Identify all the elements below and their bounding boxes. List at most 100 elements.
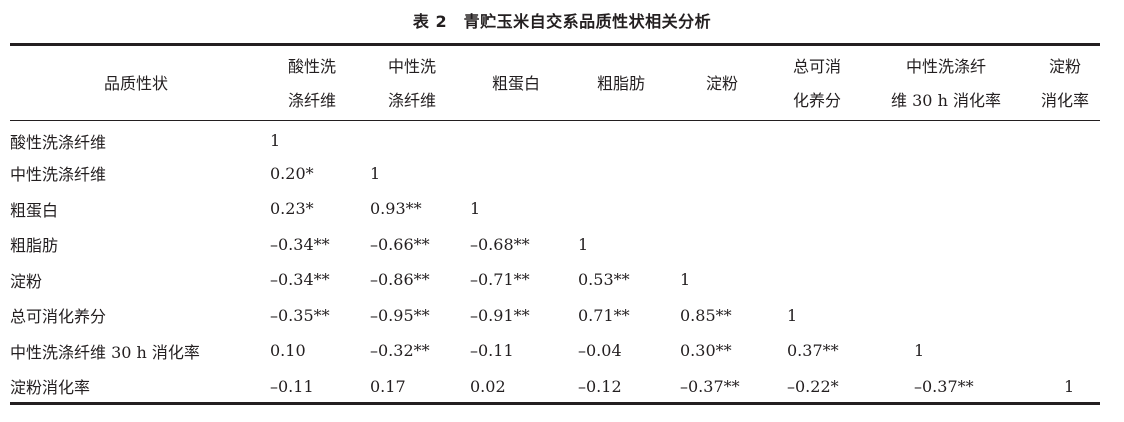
correlation-cell: 0.02 <box>470 376 506 396</box>
correlation-cell: 1 <box>370 163 381 183</box>
table-row: 淀粉 –0.34** –0.86** –0.71** 0.53** 1 <box>10 262 1100 298</box>
correlation-cell: –0.95** <box>370 305 430 325</box>
correlation-cell: 0.10 <box>270 341 306 361</box>
header-rule <box>10 120 1100 121</box>
correlation-cell: –0.11 <box>270 376 314 396</box>
correlation-cell <box>570 191 672 227</box>
correlation-cell: –0.11 <box>470 341 514 361</box>
column-header: 淀粉 <box>672 47 772 120</box>
correlation-cell: 0.17 <box>370 376 406 396</box>
table-row: 淀粉消化率 –0.11 0.17 0.02 –0.12 –0.37** –0.22* –0.3… <box>10 369 1100 405</box>
correlation-cell <box>862 156 1030 192</box>
correlation-cell <box>672 191 772 227</box>
correlation-cell <box>772 191 862 227</box>
correlation-cell <box>1030 191 1100 227</box>
header-row: 品质性状 酸性洗 涤纤维 中性洗 涤纤维 粗蛋白 粗脂肪 淀粉 总可消 化养分 中性洗涤纤维 30 … <box>10 47 1100 120</box>
correlation-cell: –0.91** <box>470 305 530 325</box>
correlation-cell <box>1030 156 1100 192</box>
row-label: 酸性洗涤纤维 <box>10 132 107 152</box>
table-row: 酸性洗涤纤维 1 <box>10 120 1100 156</box>
column-header-line1: 总可消 <box>792 56 841 76</box>
correlation-cell <box>362 120 462 156</box>
correlation-cell <box>1030 262 1100 298</box>
correlation-cell: –0.71** <box>470 270 530 290</box>
column-header-line1: 粗脂肪 <box>596 73 645 93</box>
correlation-cell: 0.23* <box>270 199 314 219</box>
correlation-cell: 0.53** <box>578 270 630 290</box>
top-rule <box>10 43 1100 46</box>
correlation-cell: 1 <box>578 234 589 254</box>
column-header: 淀粉 消化率 <box>1030 47 1100 120</box>
correlation-cell <box>862 120 1030 156</box>
correlation-cell <box>772 156 862 192</box>
correlation-cell <box>862 191 1030 227</box>
correlation-cell: –0.34** <box>270 234 330 254</box>
correlation-cell: 1 <box>470 199 481 219</box>
correlation-cell: –0.37** <box>680 376 740 396</box>
bottom-rule <box>10 402 1100 405</box>
column-header-line2: 涤纤维 <box>287 90 336 110</box>
correlation-cell: –0.86** <box>370 270 430 290</box>
table-title: 表 2 青贮玉米自交系品质性状相关分析 <box>412 12 712 31</box>
column-header-line1: 淀粉 <box>705 73 738 93</box>
correlation-cell <box>462 156 570 192</box>
table-row: 中性洗涤纤维 0.20* 1 <box>10 156 1100 192</box>
correlation-cell: –0.32** <box>370 341 430 361</box>
column-header-line2: 化养分 <box>792 90 841 110</box>
correlation-cell <box>462 120 570 156</box>
column-header: 酸性洗 涤纤维 <box>262 47 362 120</box>
row-label: 粗脂肪 <box>10 236 59 256</box>
table-row: 总可消化养分 –0.35** –0.95** –0.91** 0.71** 0.85** 1 <box>10 298 1100 334</box>
column-header: 中性洗 涤纤维 <box>362 47 462 120</box>
correlation-cell: 0.20* <box>270 163 314 183</box>
column-header: 粗脂肪 <box>570 47 672 120</box>
row-label: 粗蛋白 <box>10 200 59 220</box>
column-header: 品质性状 <box>10 47 262 120</box>
correlation-cell: –0.66** <box>370 234 430 254</box>
correlation-cell: –0.12 <box>578 376 622 396</box>
correlation-cell <box>862 298 1030 334</box>
row-label: 淀粉 <box>10 271 43 291</box>
correlation-cell: 1 <box>1064 376 1075 396</box>
correlation-cell: –0.37** <box>914 376 974 396</box>
row-label: 总可消化养分 <box>10 307 107 327</box>
correlation-cell: 0.30** <box>680 341 732 361</box>
column-header-line1: 品质性状 <box>103 73 168 93</box>
column-header-line2: 涤纤维 <box>387 90 436 110</box>
correlation-cell: 0.93** <box>370 199 422 219</box>
row-label: 中性洗涤纤维 <box>10 165 107 185</box>
column-header-line1: 粗蛋白 <box>491 73 540 93</box>
column-header: 粗蛋白 <box>462 47 570 120</box>
correlation-cell: 0.85** <box>680 305 732 325</box>
column-header-line1: 淀粉 <box>1048 56 1081 76</box>
table-row: 粗脂肪 –0.34** –0.66** –0.68** 1 <box>10 227 1100 263</box>
correlation-table: 品质性状 酸性洗 涤纤维 中性洗 涤纤维 粗蛋白 粗脂肪 淀粉 总可消 化养分 中性洗涤纤维 30 … <box>10 47 1100 404</box>
correlation-cell <box>1030 227 1100 263</box>
correlation-cell: 1 <box>270 131 281 151</box>
correlation-cell <box>862 262 1030 298</box>
correlation-cell <box>1030 298 1100 334</box>
correlation-cell: 0.37** <box>787 341 839 361</box>
correlation-cell <box>570 156 672 192</box>
correlation-cell <box>772 262 862 298</box>
table-row: 中性洗涤纤维 30 h 消化率 0.10 –0.32** –0.11 –0.04 0.30… <box>10 333 1100 369</box>
column-header-line1: 中性洗涤纤 <box>905 56 986 76</box>
correlation-cell: 1 <box>787 305 798 325</box>
column-header: 总可消 化养分 <box>772 47 862 120</box>
row-label: 中性洗涤纤维 30 h 消化率 <box>10 342 200 362</box>
correlation-cell <box>772 120 862 156</box>
correlation-cell <box>772 227 862 263</box>
correlation-cell <box>862 227 1030 263</box>
correlation-cell: 0.71** <box>578 305 630 325</box>
correlation-cell: –0.35** <box>270 305 330 325</box>
correlation-cell: –0.34** <box>270 270 330 290</box>
correlation-cell: –0.04 <box>578 341 622 361</box>
column-header-line1: 酸性洗 <box>287 56 336 76</box>
correlation-cell: –0.22* <box>787 376 839 396</box>
correlation-cell: –0.68** <box>470 234 530 254</box>
column-header-line1: 中性洗 <box>387 56 436 76</box>
correlation-cell <box>672 227 772 263</box>
correlation-cell <box>570 120 672 156</box>
correlation-cell: 1 <box>914 341 925 361</box>
correlation-cell <box>672 120 772 156</box>
